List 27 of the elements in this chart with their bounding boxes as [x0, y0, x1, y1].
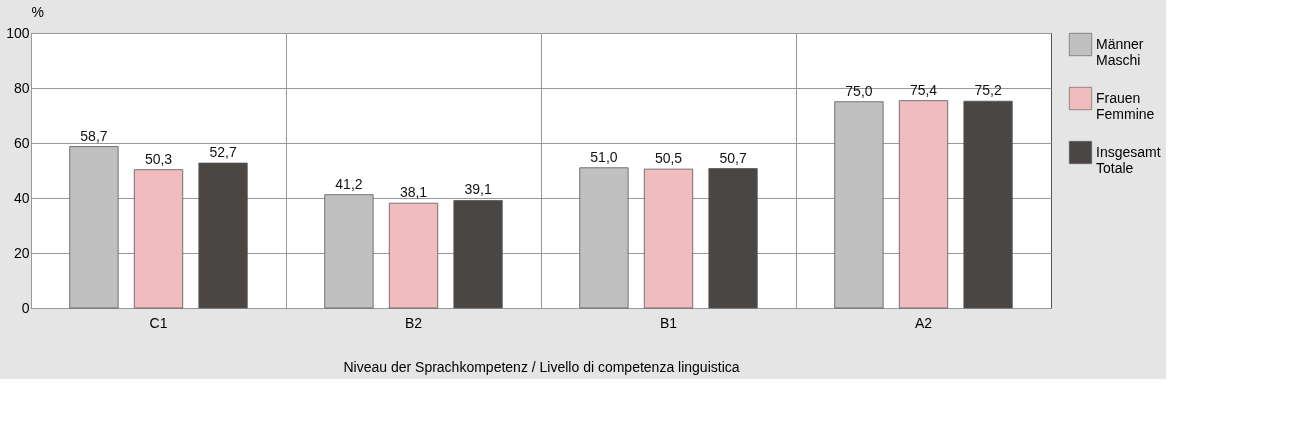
x-tick-label: A2 — [914, 314, 933, 331]
legend-label: Insgesamt Totale — [1096, 143, 1161, 176]
data-label: 39,1 — [464, 181, 492, 198]
data-label: 50,3 — [144, 150, 173, 167]
x-axis-title: Niveau der Sprachkompetenz / Livello di competenza linguistica — [343, 358, 740, 375]
y-tick-label: 40 — [13, 189, 30, 206]
legend-label: Frauen Femmine — [1096, 89, 1155, 122]
data-label: 41,2 — [335, 175, 363, 192]
legend-label: Männer Maschi — [1096, 35, 1144, 68]
y-tick-label: 60 — [13, 134, 30, 151]
data-label: 50,5 — [654, 150, 683, 167]
y-tick-label: 80 — [13, 79, 30, 96]
y-axis-title: % — [31, 3, 44, 20]
data-label: 75,4 — [909, 81, 938, 98]
x-tick-label: C1 — [149, 314, 168, 331]
data-label: 58,7 — [80, 127, 108, 144]
y-tick-label: 20 — [13, 244, 30, 261]
y-tick-label: 0 — [21, 299, 30, 316]
data-label: 38,1 — [399, 184, 428, 201]
x-tick-label: B1 — [659, 314, 678, 331]
data-label: 50,7 — [719, 149, 747, 166]
data-label: 52,7 — [209, 144, 237, 161]
data-label: 75,2 — [974, 82, 1002, 99]
data-label: 51,0 — [590, 148, 618, 165]
data-label: 75,0 — [845, 82, 873, 99]
y-tick-label: 100 — [6, 24, 30, 41]
x-tick-label: B2 — [404, 314, 423, 331]
